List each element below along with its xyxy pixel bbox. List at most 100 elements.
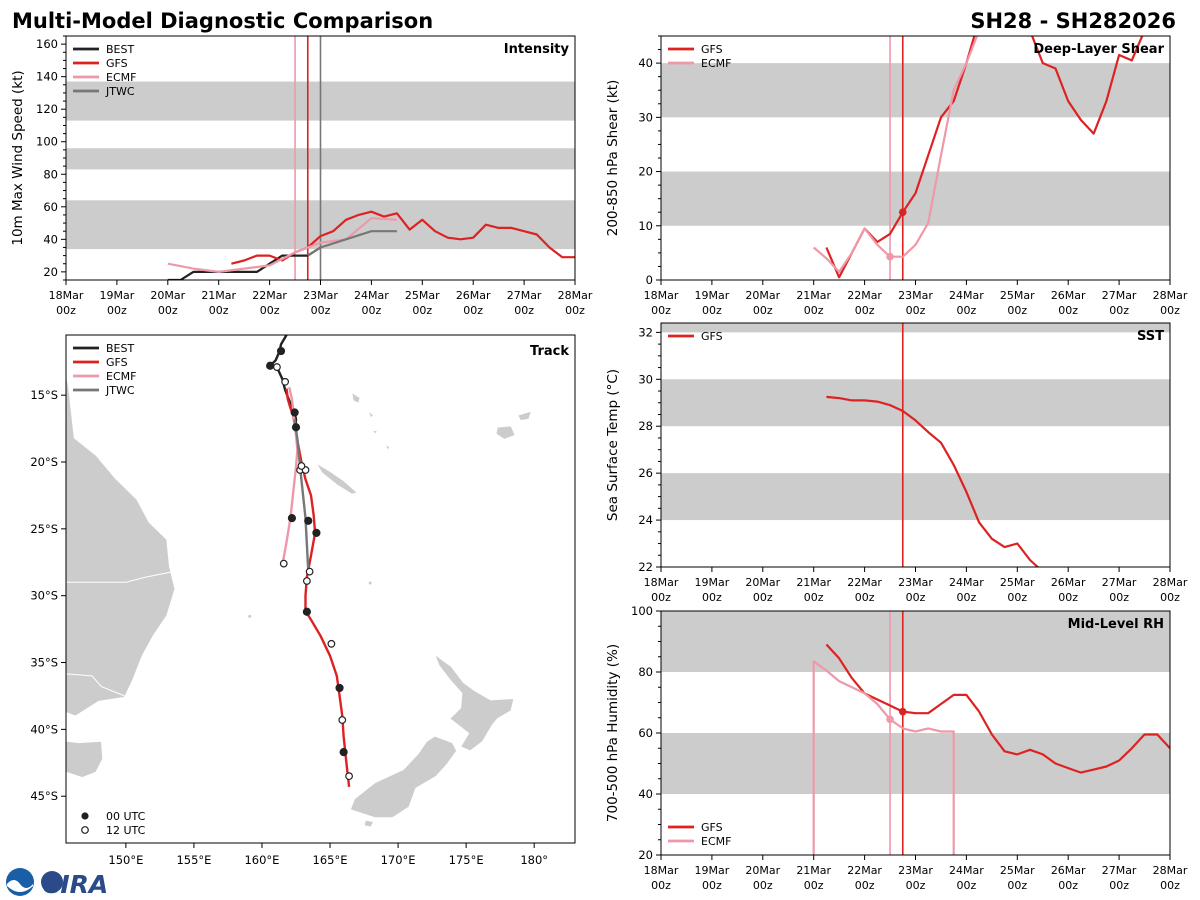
track-xtick-label: 165°E [313, 853, 348, 867]
shear-xtick-label: 25Mar 00z [1000, 289, 1035, 317]
tick-line: 20Mar [745, 864, 780, 877]
intensity-legend-label: ECMF [106, 71, 136, 84]
nz-south-island-landmass [349, 735, 458, 818]
track-ytick-label: 30°S [30, 589, 58, 603]
sst-series-gfs [826, 395, 1040, 567]
cira-logo-text: CIRA [42, 870, 108, 899]
tick-line: 20Mar [745, 289, 780, 302]
tick-line: 00z [565, 304, 585, 317]
intensity-xtick-label: 27Mar 00z [507, 289, 542, 317]
intensity-xtick-label: 28Mar 00z [558, 289, 593, 317]
sst-ytick-label: 30 [638, 372, 653, 386]
rh-marker-gfs [898, 707, 907, 716]
track-ytick-label: 45°S [30, 789, 58, 803]
legend-00utc-marker [81, 812, 89, 820]
intensity-plot-area [66, 36, 575, 280]
sst-band [661, 473, 1170, 521]
shear-marker-gfs [898, 208, 907, 217]
intensity-ytick-label: 140 [36, 70, 58, 84]
fiji-landmass [495, 425, 516, 440]
track-point-00utc [302, 607, 311, 616]
tick-line: 00z [1160, 304, 1180, 317]
intensity-legend-label: BEST [106, 43, 134, 56]
tick-line: 00z [1109, 304, 1129, 317]
fiji-landmass [517, 410, 533, 422]
shear-xtick-label: 22Mar 00z [847, 289, 882, 317]
rh-xtick-label: 26Mar 00z [1051, 864, 1086, 892]
rh-series-ecmf [812, 660, 955, 855]
tick-line: 00z [906, 591, 926, 604]
tick-line: 20Mar [150, 289, 185, 302]
intensity-ytick-label: 160 [36, 37, 58, 51]
tick-line: 19Mar [695, 289, 730, 302]
track-point-00utc [287, 514, 297, 523]
tick-line: 19Mar [695, 576, 730, 589]
shear-xtick-label: 18Mar 00z [644, 289, 679, 317]
shear-series-gfs [825, 36, 1144, 279]
noaa-wave-icon [7, 880, 33, 892]
tick-line: 00z [957, 879, 977, 892]
intensity-xtick-label: 19Mar 00z [100, 289, 135, 317]
tick-line: 00z [906, 304, 926, 317]
track-xtick-label: 170°E [381, 853, 416, 867]
track-series-jtwc [293, 419, 310, 572]
sst-xtick-label: 24Mar 00z [949, 576, 984, 604]
rh-band [661, 733, 1170, 794]
vanuatu-landmass [371, 429, 379, 435]
tasmania-landmass [66, 740, 104, 778]
shear-legend-label: ECMF [701, 57, 731, 70]
sst-xtick-label: 27Mar 00z [1102, 576, 1137, 604]
sst-band [661, 379, 1170, 427]
sst-plot-area [661, 323, 1170, 567]
tick-line: 19Mar [100, 289, 135, 302]
intensity-series-best [167, 246, 322, 280]
intensity-xtick-label: 25Mar 00z [405, 289, 440, 317]
qld-nsw-border [66, 571, 174, 583]
rh-xtick-label: 21Mar 00z [796, 864, 831, 892]
shear-legend-label: GFS [701, 43, 723, 56]
australia-landmass [66, 371, 176, 717]
tick-line: 22Mar [847, 864, 882, 877]
tick-line: 00z [804, 591, 824, 604]
intensity-ytick-label: 120 [36, 102, 58, 116]
sst-xtick-label: 18Mar 00z [644, 576, 679, 604]
sst-legend-label: GFS [701, 330, 723, 343]
new-caledonia-landmass [316, 462, 359, 495]
tick-line: 00z [311, 304, 331, 317]
intensity-xtick-label: 23Mar 00z [303, 289, 338, 317]
tick-line: 27Mar [1102, 289, 1137, 302]
shear-xtick-label: 24Mar 00z [949, 289, 984, 317]
track-point-00utc [266, 361, 275, 370]
track-point-12utc [281, 377, 290, 386]
tick-line: 00z [957, 304, 977, 317]
rh-legend-label: ECMF [701, 835, 731, 848]
rh-xtick-label: 23Mar 00z [898, 864, 933, 892]
intensity-title: Intensity [504, 42, 570, 57]
shear-xtick-label: 26Mar 00z [1051, 289, 1086, 317]
intensity-ytick-label: 80 [43, 167, 58, 181]
tick-line: 28Mar [1153, 576, 1188, 589]
track-series-gfs [285, 388, 351, 788]
rh-title: Mid-Level RH [1068, 617, 1164, 632]
vanuatu-landmass [367, 410, 375, 419]
tick-line: 00z [260, 304, 280, 317]
track-point-12utc [302, 577, 311, 585]
track-xtick-label: 150°E [108, 853, 143, 867]
tick-line: 00z [1058, 591, 1078, 604]
intensity-series-ecmf [167, 217, 397, 273]
tick-line: 00z [56, 304, 76, 317]
track-point-12utc [327, 639, 336, 648]
sst-xtick-label: 23Mar 00z [898, 576, 933, 604]
tick-line: 19Mar [695, 864, 730, 877]
tick-line: 26Mar [1051, 864, 1086, 877]
track-point-00utc [276, 346, 286, 356]
tick-line: 26Mar [1051, 289, 1086, 302]
tick-line: 23Mar [898, 289, 933, 302]
tick-line: 00z [158, 304, 178, 317]
tick-line: 00z [651, 879, 671, 892]
sst-band [661, 323, 1170, 333]
sst-frame [660, 322, 1171, 568]
stewart-island-landmass [363, 819, 375, 828]
sst-xtick-label: 20Mar 00z [745, 576, 780, 604]
rh-series-gfs [825, 643, 1170, 774]
